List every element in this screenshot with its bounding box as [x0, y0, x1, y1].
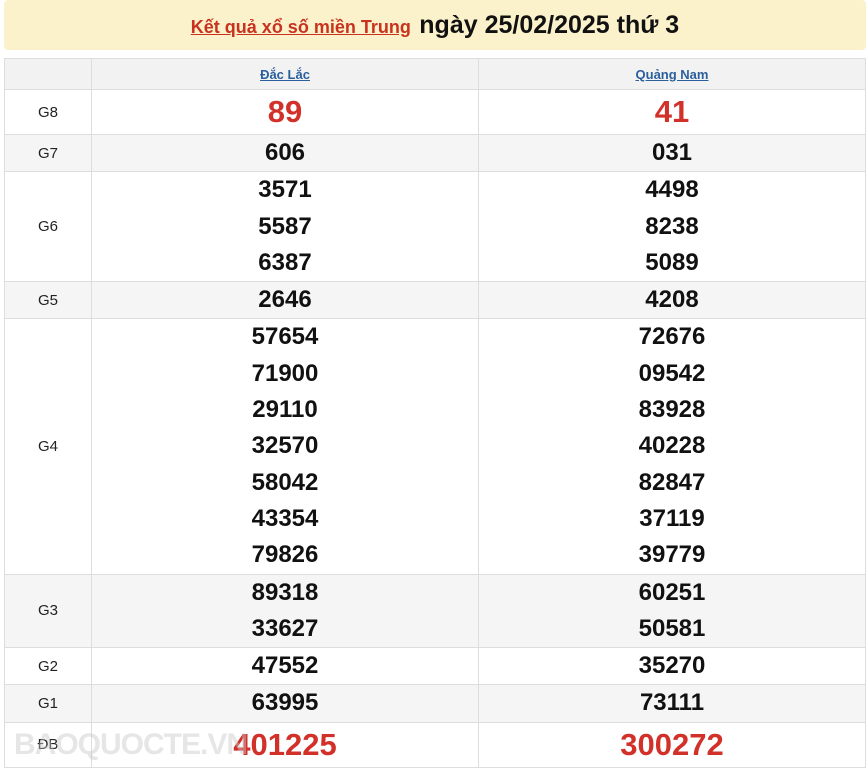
prize-row: G7 606 031: [4, 133, 866, 173]
winning-number: 5089: [645, 248, 699, 276]
winning-number: 4498: [645, 176, 699, 204]
prize-label: G6: [4, 171, 92, 283]
watermark: BAOQUOCTE.VN: [14, 728, 248, 761]
prize-row: G4 57654 71900 29110 32570 58042 43354 79826 726…: [4, 318, 866, 575]
prize-cell: 63995: [91, 684, 479, 723]
province-header: Quảng Nam: [478, 58, 866, 90]
winning-number: 43354: [251, 504, 319, 532]
prize-label: G8: [4, 89, 92, 135]
winning-number: 57654: [251, 323, 319, 351]
winning-number: 5587: [258, 212, 312, 240]
prize-row: G2 47552 35270: [4, 647, 866, 686]
prize-label: G3: [4, 573, 92, 649]
prize-label: G7: [4, 133, 92, 173]
prize-cell: 89318 33627: [91, 573, 479, 649]
prize-label: G2: [4, 647, 92, 686]
prize-cell: 57654 71900 29110 32570 58042 43354 79826: [91, 318, 479, 575]
winning-number: 72676: [638, 323, 706, 351]
winning-number: 031: [651, 139, 693, 166]
winning-number: 58042: [251, 468, 319, 496]
prize-cell: 4208: [478, 281, 866, 320]
prize-row: G3 89318 33627 60251 50581: [4, 573, 866, 649]
prize-label: G5: [4, 281, 92, 320]
winning-number: 35270: [638, 652, 706, 680]
prize-cell: 60251 50581: [478, 573, 866, 649]
prize-cell: 300272: [478, 721, 866, 768]
empty-header-cell: [4, 58, 92, 90]
prize-cell: 35270: [478, 647, 866, 686]
winning-number: 79826: [251, 541, 319, 569]
draw-date: ngày 25/02/2025 thứ 3: [419, 11, 680, 39]
winning-number: 32570: [251, 432, 319, 460]
winning-number: 89318: [251, 578, 319, 606]
winning-number: 83928: [638, 396, 706, 424]
winning-number: 63995: [251, 689, 319, 717]
prize-cell: 41: [478, 89, 866, 135]
winning-number: 40228: [638, 432, 706, 460]
prize-row: G8 89 41: [4, 89, 866, 135]
province-header: Đắc Lắc: [91, 58, 479, 90]
prize-cell: 2646: [91, 281, 479, 320]
prize-cell: 72676 09542 83928 40228 82847 37119 39779: [478, 318, 866, 575]
prize-row: G6 3571 5587 6387 4498 8238 5089: [4, 171, 866, 283]
prize-cell: 031: [478, 133, 866, 173]
winning-number: 82847: [638, 468, 706, 496]
prize-cell: 47552: [91, 647, 479, 686]
results-table: Đắc Lắc Quảng Nam G8 89 41 G7 606 031 G6 3571 55…: [4, 58, 866, 768]
winning-number: 6387: [258, 248, 312, 276]
winning-number: 41: [654, 94, 690, 129]
winning-number: 50581: [638, 614, 706, 642]
prize-cell: 401225: [91, 721, 479, 768]
winning-number: 300272: [620, 726, 724, 762]
winning-number: 4208: [645, 286, 699, 314]
prize-label: ĐB: [4, 721, 92, 768]
winning-number: 71900: [251, 359, 319, 387]
region-results-link[interactable]: Kết quả xổ số miền Trung: [190, 17, 411, 37]
winning-number: 606: [264, 139, 306, 166]
winning-number: 29110: [252, 396, 318, 424]
prize-cell: 606: [91, 133, 479, 173]
winning-number: 3571: [258, 176, 312, 204]
winning-number: 47552: [251, 652, 319, 680]
prize-cell: 4498 8238 5089: [478, 171, 866, 283]
winning-number: 09542: [638, 359, 706, 387]
prize-cell: 3571 5587 6387: [91, 171, 479, 283]
prize-label: G1: [4, 684, 92, 723]
winning-number: 37119: [639, 504, 705, 532]
winning-number: 8238: [645, 212, 699, 240]
prize-row: G5 2646 4208: [4, 281, 866, 320]
winning-number: 2646: [258, 286, 312, 314]
winning-number: 89: [267, 94, 303, 129]
winning-number: 401225: [233, 726, 337, 762]
results-header: Kết quả xổ số miền Trung ngày 25/02/2025…: [4, 0, 866, 50]
winning-number: 39779: [638, 541, 706, 569]
prize-row: G1 63995 73111: [4, 684, 866, 723]
prize-cell: 73111: [478, 684, 866, 723]
prize-cell: 89: [91, 89, 479, 135]
winning-number: 33627: [251, 614, 319, 642]
winning-number: 73111: [639, 689, 705, 717]
prize-row: ĐB 401225 300272: [4, 721, 866, 768]
province-link[interactable]: Đắc Lắc: [260, 66, 310, 82]
province-link[interactable]: Quảng Nam: [635, 66, 709, 82]
winning-number: 60251: [638, 578, 706, 606]
prize-label: G4: [4, 318, 92, 575]
